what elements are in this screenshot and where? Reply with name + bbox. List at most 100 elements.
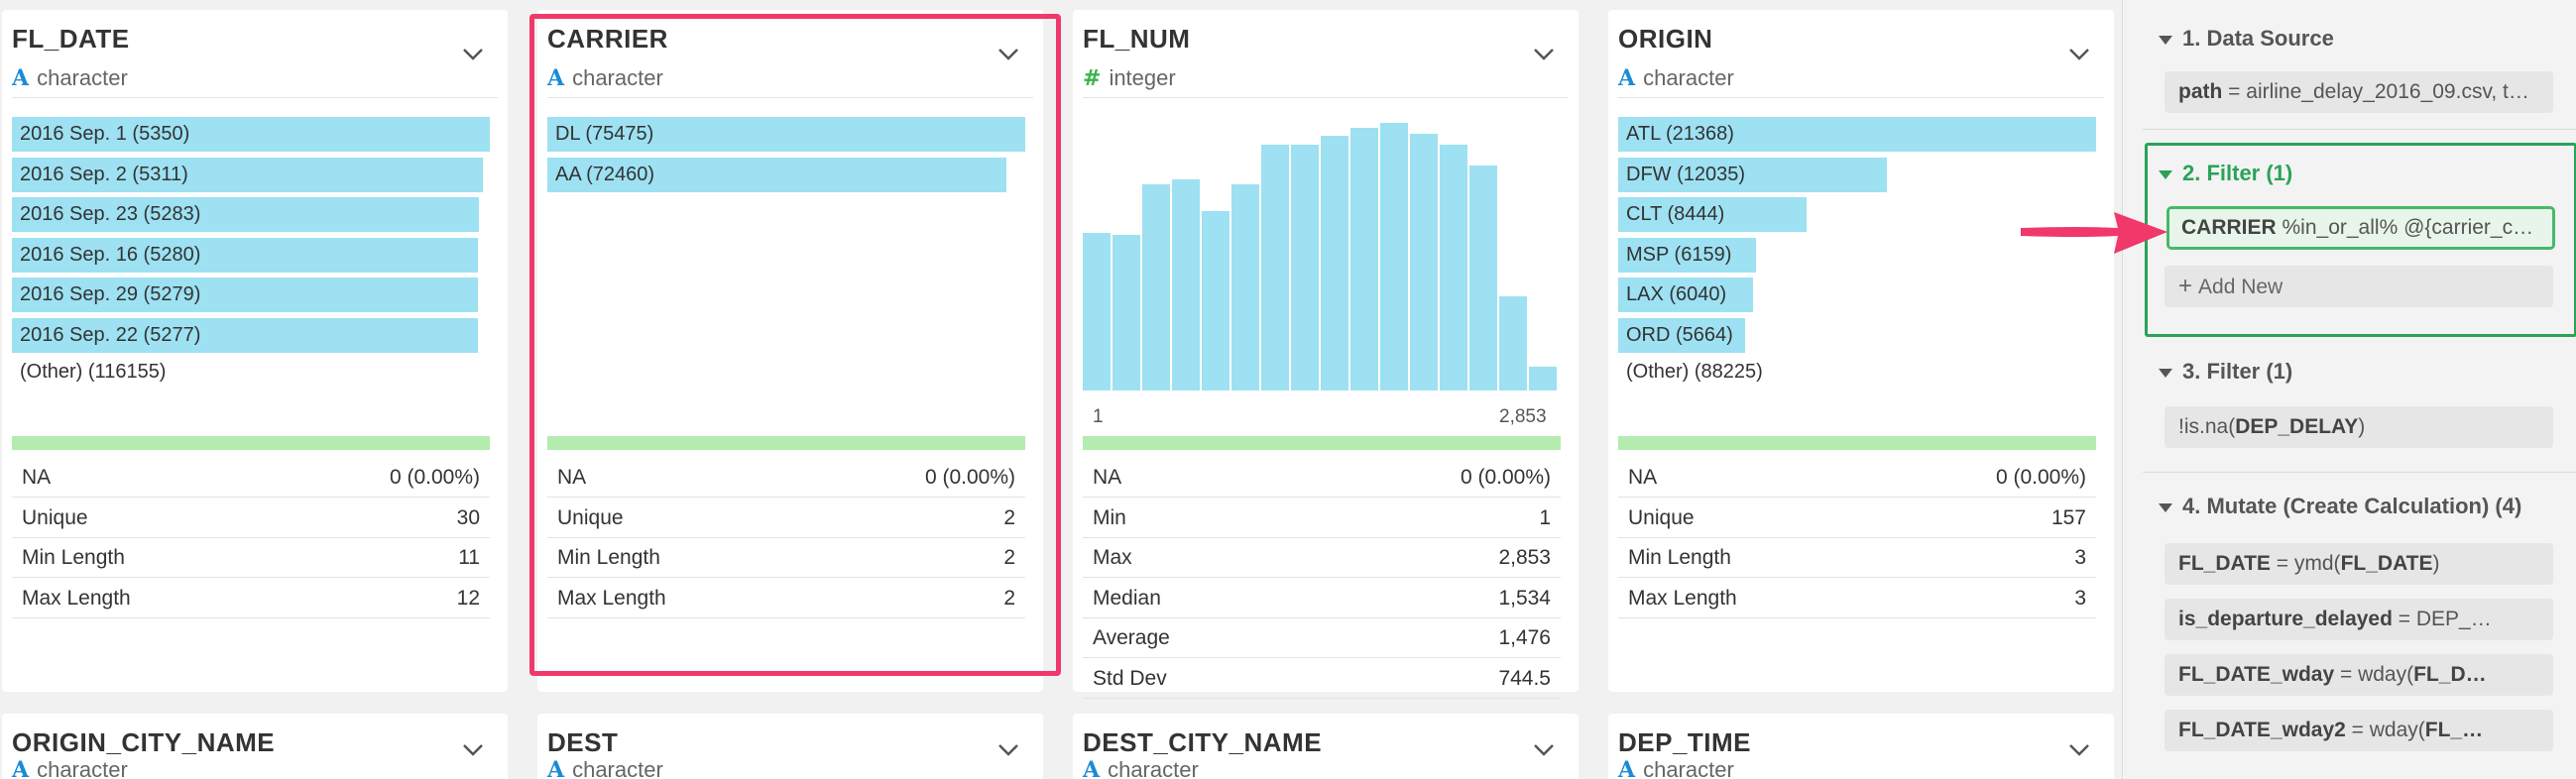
stat-label: NA — [22, 466, 52, 489]
stat-value: 0 (0.00%) — [1995, 466, 2086, 489]
stat-row: NA 0 (0.00%) — [12, 458, 490, 498]
step-4-item[interactable]: FL_DATE_wday2 = wday(FL_… — [2165, 710, 2553, 751]
stat-value: 12 — [456, 586, 480, 610]
stat-value: 11 — [458, 546, 480, 569]
column-type: integer — [1109, 65, 1176, 90]
add-new-button[interactable]: + Add New — [2165, 266, 2553, 307]
stat-row: Min Length 3 — [1618, 538, 2096, 578]
value-bar: DFW (12035) — [1618, 157, 1887, 192]
chevron-down-icon[interactable] — [462, 743, 484, 757]
histogram-bar — [1083, 233, 1111, 390]
value-bar: 2016 Sep. 29 (5279) — [12, 278, 478, 312]
histogram-bar — [1469, 166, 1497, 390]
stat-label: Min — [1093, 505, 1126, 529]
histogram-bar — [1231, 184, 1259, 390]
column-type: character — [1643, 757, 1734, 779]
value-bar: LAX (6040) — [1618, 278, 1753, 312]
chevron-down-icon[interactable] — [2068, 743, 2090, 757]
stat-row: Average 1,476 — [1083, 618, 1561, 658]
stat-value: 0 (0.00%) — [1460, 466, 1551, 489]
chevron-down-icon[interactable] — [997, 48, 1019, 61]
stat-label: Min Length — [22, 546, 125, 569]
histogram-bar — [1440, 145, 1467, 390]
step-1-item[interactable]: path = airline_delay_2016_09.csv, t… — [2165, 71, 2553, 113]
step-4-item[interactable]: is_departure_delayed = DEP_… — [2165, 599, 2553, 640]
column-name: ORIGIN — [1618, 24, 1713, 54]
stat-label: Unique — [557, 505, 624, 529]
valid-ratio-bar — [1083, 436, 1561, 450]
step-3-item[interactable]: !is.na(DEP_DELAY) — [2165, 406, 2553, 448]
stat-row: Unique 157 — [1618, 499, 2096, 538]
stat-label: Median — [1093, 586, 1161, 610]
step-4-header[interactable]: 4. Mutate (Create Calculation) (4) — [2159, 494, 2521, 519]
column-name: DEST_CITY_NAME — [1083, 727, 1323, 757]
stat-label: NA — [1093, 466, 1122, 489]
chevron-down-icon[interactable] — [997, 743, 1019, 757]
stat-label: NA — [557, 466, 587, 489]
stat-value: 2 — [1003, 546, 1015, 569]
stat-value: 30 — [456, 505, 480, 529]
character-type-icon: A — [547, 65, 565, 91]
number-type-icon: # — [1083, 66, 1102, 91]
value-bar: 2016 Sep. 2 (5311) — [12, 157, 483, 192]
collapse-triangle-icon — [2159, 368, 2172, 378]
stat-label: Max Length — [557, 586, 666, 610]
stat-row: Median 1,534 — [1083, 579, 1561, 618]
step-2-filter-item[interactable]: CARRIER %in_or_all% @{carrier_c… — [2166, 206, 2555, 250]
step-1-header[interactable]: 1. Data Source — [2159, 26, 2334, 52]
stat-row: Max Length 3 — [1618, 579, 2096, 618]
stat-label: Min Length — [557, 546, 660, 569]
histogram-bar — [1172, 179, 1200, 390]
stat-value: 2 — [1003, 586, 1015, 610]
stat-row: NA 0 (0.00%) — [1618, 458, 2096, 498]
value-bar: CLT (8444) — [1618, 197, 1807, 232]
axis-max-label: 2,853 — [1499, 406, 1547, 427]
histogram-bar — [1291, 145, 1319, 390]
value-bar: 2016 Sep. 16 (5280) — [12, 237, 478, 273]
stat-row: NA 0 (0.00%) — [1083, 458, 1561, 498]
valid-ratio-bar — [1618, 436, 2096, 450]
stat-value: 2 — [1003, 505, 1015, 529]
value-bar: AA (72460) — [547, 157, 1006, 192]
column-name: FL_NUM — [1083, 24, 1191, 54]
stat-label: Max Length — [22, 586, 131, 610]
column-name: FL_DATE — [12, 24, 130, 54]
chevron-down-icon[interactable] — [1533, 743, 1555, 757]
step-4-item[interactable]: FL_DATE = ymd(FL_DATE) — [2165, 543, 2553, 585]
stat-row: Max 2,853 — [1083, 538, 1561, 578]
column-type: character — [572, 65, 663, 90]
stat-row: Std Dev 744.5 — [1083, 659, 1561, 699]
value-bar: DL (75475) — [547, 117, 1025, 152]
stat-value: 1,476 — [1498, 626, 1551, 649]
axis-min-label: 1 — [1093, 406, 1104, 427]
step-2-header[interactable]: 2. Filter (1) — [2159, 161, 2292, 186]
stat-value: 3 — [2074, 586, 2086, 610]
chevron-down-icon[interactable] — [1533, 48, 1555, 61]
column-type: character — [37, 65, 128, 90]
column-name: DEP_TIME — [1618, 727, 1752, 757]
value-bar: MSP (6159) — [1618, 237, 1756, 273]
chevron-down-icon[interactable] — [462, 48, 484, 61]
character-type-icon: A — [1618, 757, 1636, 779]
histogram-bar — [1410, 134, 1438, 390]
histogram-bar — [1261, 145, 1289, 390]
column-card-fl-num: FL_NUM # integer 1 2,853 NA 0 (0.00%) Min 1 M… — [1073, 10, 1579, 699]
stat-row: Max Length 12 — [12, 579, 490, 618]
histogram-bar — [1380, 123, 1408, 390]
step-3-header[interactable]: 3. Filter (1) — [2159, 359, 2292, 385]
stat-label: Average — [1093, 626, 1170, 649]
value-bar: 2016 Sep. 23 (5283) — [12, 197, 479, 232]
histogram-bar — [1142, 184, 1170, 390]
stat-value: 157 — [2050, 505, 2086, 529]
column-type: character — [37, 757, 128, 779]
other-label: (Other) (88225) — [1626, 361, 1763, 383]
stat-value: 1 — [1539, 505, 1551, 529]
chevron-down-icon[interactable] — [2068, 48, 2090, 61]
stat-row: NA 0 (0.00%) — [547, 458, 1025, 498]
column-name: CARRIER — [547, 24, 668, 54]
step-4-item[interactable]: FL_DATE_wday = wday(FL_D… — [2165, 654, 2553, 696]
steps-panel: 1. Data Source path = airline_delay_2016… — [2122, 0, 2576, 779]
